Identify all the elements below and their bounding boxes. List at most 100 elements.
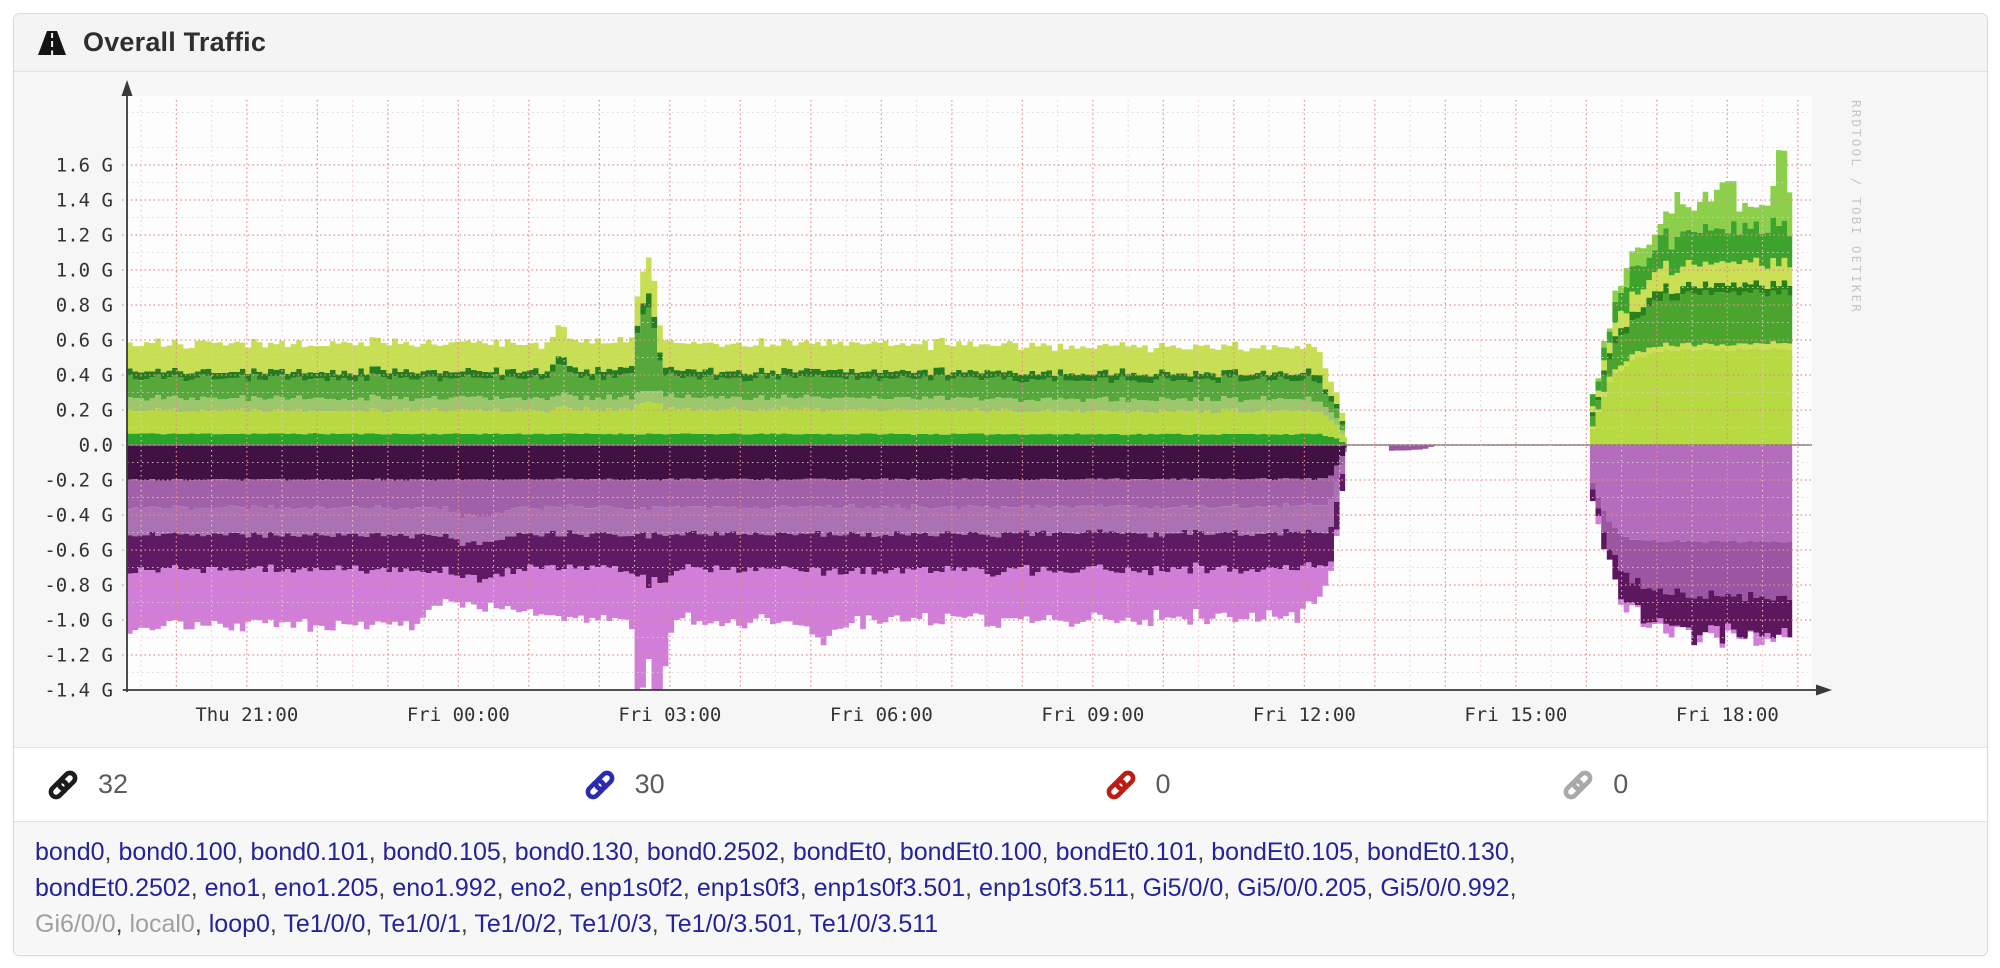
svg-text:Fri 18:00: Fri 18:00 [1676,704,1779,726]
separator: , [104,838,119,866]
interface-link[interactable]: eno1 [204,874,261,902]
link-icon [585,770,615,799]
interface-link[interactable]: Gi5/0/0.992 [1380,874,1510,902]
separator: , [885,838,900,866]
interface-link[interactable]: bond0.101 [250,838,369,866]
separator: , [632,838,647,866]
svg-text:0.6 G: 0.6 G [56,330,113,352]
interface-link[interactable]: Te1/0/3.501 [665,910,796,938]
interface-link[interactable]: eno2 [510,874,567,902]
separator: , [269,910,284,938]
interface-link[interactable]: enp1s0f3.501 [813,874,966,902]
svg-text:-1.0 G: -1.0 G [44,610,113,632]
interface-link[interactable]: loop0 [208,910,270,938]
separator: , [566,874,581,902]
port-count: 32 [98,769,129,799]
svg-text:0.0: 0.0 [79,435,113,457]
link-icon [48,770,78,799]
separator: , [1128,874,1143,902]
svg-text:1.2 G: 1.2 G [56,225,113,247]
traffic-graph[interactable]: 1.6 G 1.4 G 1.2 G 1.0 G 0.8 G 0.6 G 0.4 G 0.2 G… [14,72,1986,746]
separator: , [1508,838,1516,866]
interface-link[interactable]: Te1/0/3 [569,910,652,938]
link-icon [1106,770,1135,799]
rrdtool-watermark: RRDTOOL / TOBI OETIKER [1849,100,1864,314]
svg-text:-1.4 G: -1.4 G [44,680,113,702]
grid [122,100,1812,694]
separator: , [965,874,980,902]
axis-labels: 1.6 G 1.4 G 1.2 G 1.0 G 0.8 G 0.6 G 0.4 G 0.2 G… [44,155,1778,727]
interface-link[interactable]: bondEt0.100 [899,838,1042,866]
interface-link[interactable]: Te1/0/2 [474,910,557,938]
svg-text:1.4 G: 1.4 G [56,190,113,212]
overall-traffic-panel: Overall Traffic 1.6 G 1.4 G 1.2 G 1.0 G 0.8 … [13,13,1988,956]
separator: , [260,874,275,902]
interface-link[interactable]: Te1/0/3.511 [809,910,939,938]
interface-link[interactable]: enp1s0f3.511 [979,874,1129,902]
stacked-areas [127,150,1793,690]
traffic-graph-section: 1.6 G 1.4 G 1.2 G 1.0 G 0.8 G 0.6 G 0.4 G 0.2 G… [14,72,1987,748]
separator: , [556,910,570,938]
interface-link[interactable]: bond0.130 [514,838,633,866]
ports-summary-item[interactable]: 30 [551,748,1072,821]
interface-link[interactable]: bondEt0.101 [1055,838,1198,866]
interface-link[interactable]: Te1/0/0 [283,910,366,938]
port-count: 30 [634,769,665,799]
svg-text:Fri 03:00: Fri 03:00 [618,704,721,726]
interface-link[interactable]: Gi6/0/0 [35,910,116,938]
separator: , [778,838,793,866]
interface-link[interactable]: enp1s0f3 [696,874,800,902]
separator: , [460,910,475,938]
svg-text:0.8 G: 0.8 G [56,295,113,317]
separator: , [190,874,205,902]
separator: , [115,910,130,938]
separator: , [1366,874,1381,902]
interface-link[interactable]: eno1.205 [274,874,379,902]
separator: , [365,910,379,938]
svg-text:1.6 G: 1.6 G [56,155,113,177]
interface-link[interactable]: bond0.2502 [646,838,779,866]
ports-summary-item[interactable]: 0 [1072,748,1530,821]
road-icon [38,30,66,55]
interface-link[interactable]: Gi5/0/0 [1142,874,1224,902]
interface-list: bond0, bond0.100, bond0.101, bond0.105, … [14,822,1987,954]
link-icon [1563,770,1593,799]
interface-link[interactable]: enp1s0f2 [580,874,683,902]
svg-text:-1.2 G: -1.2 G [44,645,113,667]
svg-text:Fri 06:00: Fri 06:00 [830,704,933,726]
svg-text:Thu 21:00: Thu 21:00 [195,704,298,726]
interface-link[interactable]: bond0.105 [382,838,501,866]
separator: , [1197,838,1212,866]
ports-summary-item[interactable]: 0 [1529,748,1987,821]
interface-link[interactable]: local0 [129,910,195,938]
ports-summary-item[interactable]: 32 [14,748,551,821]
page-title: Overall Traffic [83,27,267,57]
svg-text:-0.2 G: -0.2 G [44,470,113,492]
interface-link[interactable]: bondEt0 [792,838,886,866]
interface-link[interactable]: bond0 [35,838,105,866]
svg-text:1.0 G: 1.0 G [56,260,113,282]
svg-text:Fri 09:00: Fri 09:00 [1041,704,1144,726]
interface-link[interactable]: Gi5/0/0.205 [1237,874,1367,902]
separator: , [682,874,697,902]
separator: , [236,838,251,866]
separator: , [496,874,511,902]
separator: , [795,910,810,938]
interface-link[interactable]: bondEt0.130 [1366,838,1509,866]
separator: , [368,838,383,866]
svg-text:-0.6 G: -0.6 G [44,540,113,562]
svg-text:Fri 12:00: Fri 12:00 [1253,704,1356,726]
panel-header: Overall Traffic [14,14,1987,72]
svg-text:0.4 G: 0.4 G [56,365,113,387]
separator: , [651,910,666,938]
separator: , [1353,838,1367,866]
interface-link[interactable]: bond0.100 [118,838,237,866]
interface-link[interactable]: bondEt0.2502 [35,874,191,902]
svg-text:0.2 G: 0.2 G [56,400,113,422]
interface-link[interactable]: eno1.992 [392,874,497,902]
separator: , [1509,874,1517,902]
svg-text:-0.4 G: -0.4 G [44,505,113,527]
interface-link[interactable]: Te1/0/1 [378,910,461,938]
svg-text:-0.8 G: -0.8 G [44,575,113,597]
interface-link[interactable]: bondEt0.105 [1211,838,1354,866]
